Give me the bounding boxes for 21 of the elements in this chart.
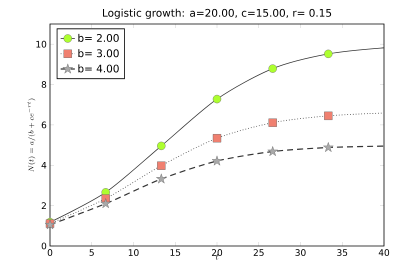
x-axis-title: $t$ [216, 254, 218, 260]
x-tick-label: 20 [212, 249, 222, 256]
x-tick-label: 15 [170, 249, 180, 256]
legend-label: b= 3.00 [78, 49, 119, 58]
x-tick-label: 30 [295, 249, 306, 256]
legend-label: b= 2.00 [78, 34, 119, 42]
x-tick-label: 5 [90, 249, 94, 256]
y-tick-label: 2 [42, 202, 46, 209]
y-tick-label: 10 [36, 40, 46, 48]
legend-label: b= 4.00 [78, 64, 119, 72]
y-tick-label: 0 [42, 242, 46, 250]
y-tick-label: 6 [42, 122, 46, 128]
x-tick-label: 40 [378, 249, 390, 256]
x-tick-label: 25 [254, 249, 264, 256]
x-tick-label: 35 [337, 249, 348, 256]
x-tick-label: 10 [128, 249, 139, 256]
y-axis-title: $N(t) =a/(b+ce^{-rt})$ [27, 98, 36, 172]
x-tick-label: 0 [48, 249, 52, 256]
y-tick-label: 8 [42, 81, 46, 88]
chart-title: Logistic growth: a=20.00, c=15.00, r= 0.15 [103, 8, 332, 19]
y-tick-label: 4 [42, 162, 46, 169]
